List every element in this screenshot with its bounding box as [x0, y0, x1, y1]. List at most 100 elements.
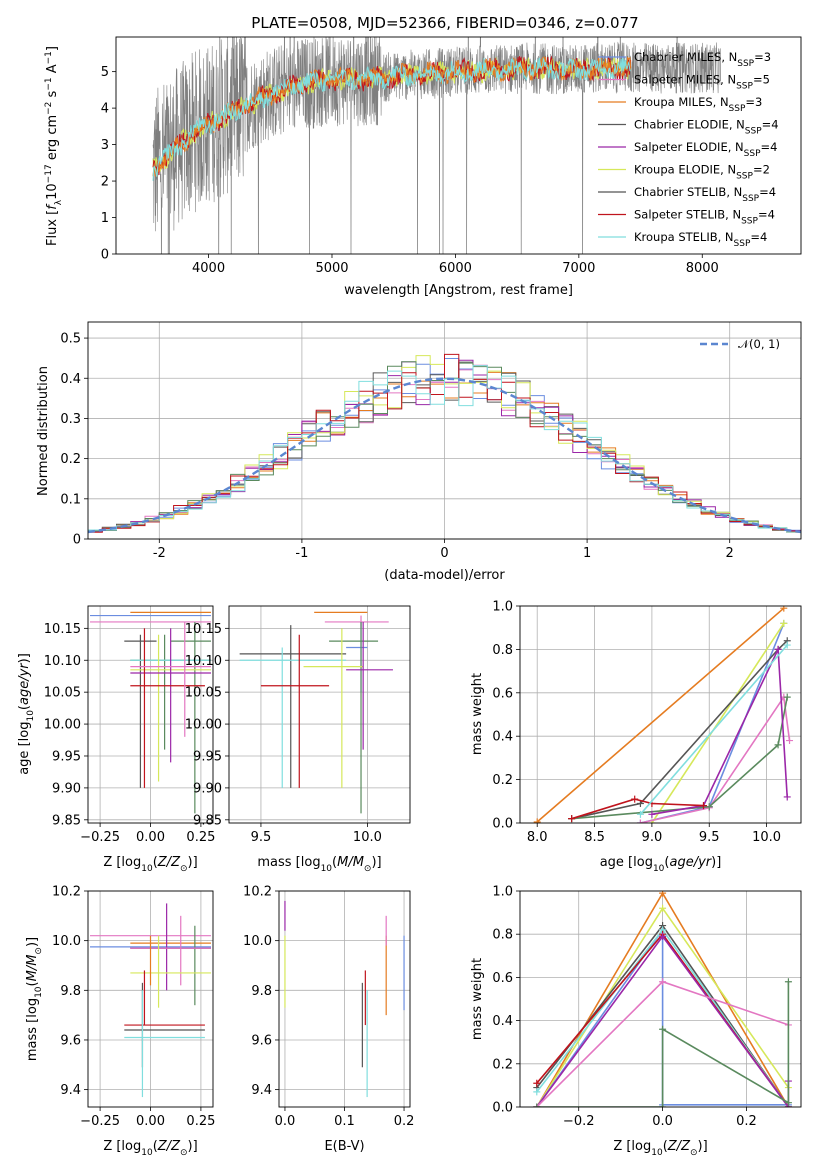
legend-label: Chabrier MILES, NSSP=3	[634, 50, 771, 69]
y-tick-label: 10.2	[52, 885, 81, 900]
y-tick-label: 0.2	[492, 1057, 513, 1072]
legend: Chabrier MILES, NSSP=3 Salpeter MILES, NS…	[598, 50, 779, 249]
axes-frame	[87, 890, 214, 1108]
x-tick-label: 5000	[315, 261, 348, 276]
y-tick-label: 10.15	[185, 622, 222, 637]
y-axis-label: Normed distribution	[36, 366, 51, 496]
legend-label: Salpeter ELODIE, NSSP=4	[634, 140, 777, 159]
x-tick-label: 9.5	[251, 830, 272, 845]
y-axis-label: mass weight	[470, 673, 485, 755]
histogram-series	[88, 353, 801, 533]
y-tick-label: 10.00	[185, 718, 222, 733]
y-tick-label: 10.2	[243, 885, 272, 900]
y-tick-label: 9.85	[52, 813, 81, 828]
x-tick-label: 9.0	[642, 830, 663, 845]
weight-marker	[659, 904, 667, 912]
panel-weight-vs-age: 8.0 8.5 9.0 9.5 10.0 0.0 0.2 0.4 0.6 0.8 1.0 age [l…	[470, 600, 802, 874]
x-tick-label: 9.5	[699, 830, 720, 845]
y-tick-label: 1.0	[492, 885, 513, 900]
panel-residuals: -2 -1 0 1 2 0 0.1 0.2 0.3 0.4 0.5 (data-model)/erro…	[36, 321, 802, 583]
legend-label: Kroupa ELODIE, NSSP=2	[634, 163, 770, 182]
panel-age-vs-Z: −0.25 0.00 0.25 9.85 9.90 9.95 10.00 10.05 10.10…	[17, 605, 215, 874]
y-tick-label: 2	[101, 175, 109, 190]
weight-marker	[568, 815, 576, 823]
weight-series	[651, 646, 788, 816]
panel-mass-vs-EBV: 0.0 0.1 0.2 9.4 9.6 9.8 10.0 10.2 E(B-V)	[243, 885, 414, 1155]
x-axis-label: (data-model)/error	[384, 568, 505, 583]
weight-marker	[705, 803, 713, 811]
y-tick-label: 10.05	[44, 686, 81, 701]
weight-marker	[780, 619, 788, 627]
weight-series	[651, 622, 785, 823]
y-tick-label: 0.8	[492, 928, 513, 943]
plot-area	[284, 900, 405, 1098]
axes-frame	[519, 890, 802, 1108]
y-tick-label: 0.6	[492, 686, 513, 701]
x-axis-label: wavelength [Angstrom, rest frame]	[344, 283, 573, 298]
axes-frame	[519, 605, 802, 824]
weight-marker	[780, 606, 788, 612]
x-axis-label: Z [log10(Z/Z⊙)]	[103, 855, 197, 874]
y-tick-label: 4	[101, 102, 109, 117]
y-tick-label: 5	[101, 65, 109, 80]
weight-marker	[786, 737, 794, 745]
plot-area	[90, 903, 211, 1098]
weight-marker	[774, 741, 782, 749]
x-tick-label: −0.25	[80, 830, 120, 845]
x-axis-label: age [log10(age/yr)]	[600, 855, 722, 874]
weight-series	[571, 798, 704, 820]
y-tick-label: 0	[73, 533, 81, 548]
y-tick-label: 1	[101, 211, 109, 226]
y-tick-label: 0.0	[492, 817, 513, 832]
weight-marker	[659, 978, 667, 986]
x-tick-label: 7000	[562, 261, 595, 276]
axes-frame	[278, 890, 411, 1108]
x-tick-label: 0.0	[652, 1114, 673, 1129]
plot-area	[152, 37, 721, 254]
weight-marker	[659, 891, 667, 897]
gaussian-curve	[88, 377, 801, 534]
x-tick-label: 0	[440, 546, 448, 561]
x-tick-label: 8000	[686, 261, 719, 276]
x-tick-label: -2	[153, 546, 166, 561]
y-tick-label: 0.8	[492, 643, 513, 658]
panel-mass-vs-Z: −0.25 0.00 0.25 9.4 9.6 9.8 10.0 10.2 Z [log10(Z…	[25, 885, 215, 1159]
weight-marker	[783, 693, 791, 701]
weight-marker	[648, 810, 656, 818]
panel-age-vs-mass: 9.5 10.0 9.85 9.90 9.95 10.00 10.05 10.10 10.15 m…	[185, 605, 411, 874]
weight-marker	[533, 1088, 541, 1096]
y-tick-label: 9.95	[193, 749, 222, 764]
x-tick-label: 0.1	[334, 1114, 355, 1129]
x-axis-label: Z [log10(Z/Z⊙)]	[613, 1139, 707, 1158]
weight-marker	[631, 795, 639, 803]
y-tick-label: 0.6	[492, 971, 513, 986]
axes-frame	[115, 36, 802, 255]
x-tick-label: 4000	[192, 261, 225, 276]
weight-marker	[533, 1103, 541, 1107]
legend-label: 𝒩(0, 1)	[738, 337, 780, 351]
weight-marker	[659, 932, 667, 940]
plot-area	[533, 891, 792, 1107]
y-tick-label: 0.4	[60, 372, 81, 387]
panel-weight-vs-Z: −0.2 0.0 0.2 0.0 0.2 0.4 0.6 0.8 1.0 Z [log10(Z/Z…	[470, 885, 802, 1158]
x-tick-label: 0.00	[136, 1114, 165, 1129]
y-tick-label: 0.4	[492, 1014, 513, 1029]
y-tick-label: 10.0	[52, 934, 81, 949]
y-tick-label: 9.8	[251, 984, 272, 999]
x-tick-label: 2	[726, 546, 734, 561]
x-tick-label: 8.0	[527, 830, 548, 845]
legend-label: Chabrier STELIB, NSSP=4	[634, 185, 776, 204]
y-tick-label: 10.05	[185, 686, 222, 701]
weight-marker	[783, 793, 791, 801]
plot-area	[90, 611, 211, 814]
x-axis-label: Z [log10(Z/Z⊙)]	[103, 1139, 197, 1158]
histogram-series	[88, 365, 801, 533]
weight-marker	[784, 1099, 792, 1107]
y-tick-label: 3	[101, 138, 109, 153]
legend-label: Salpeter STELIB, NSSP=4	[634, 208, 775, 227]
weight-marker	[636, 810, 644, 818]
x-tick-label: 10.0	[752, 830, 781, 845]
legend-label: Chabrier ELODIE, NSSP=4	[634, 118, 779, 137]
y-axis-label: mass weight	[470, 958, 485, 1040]
y-tick-label: 9.90	[52, 781, 81, 796]
